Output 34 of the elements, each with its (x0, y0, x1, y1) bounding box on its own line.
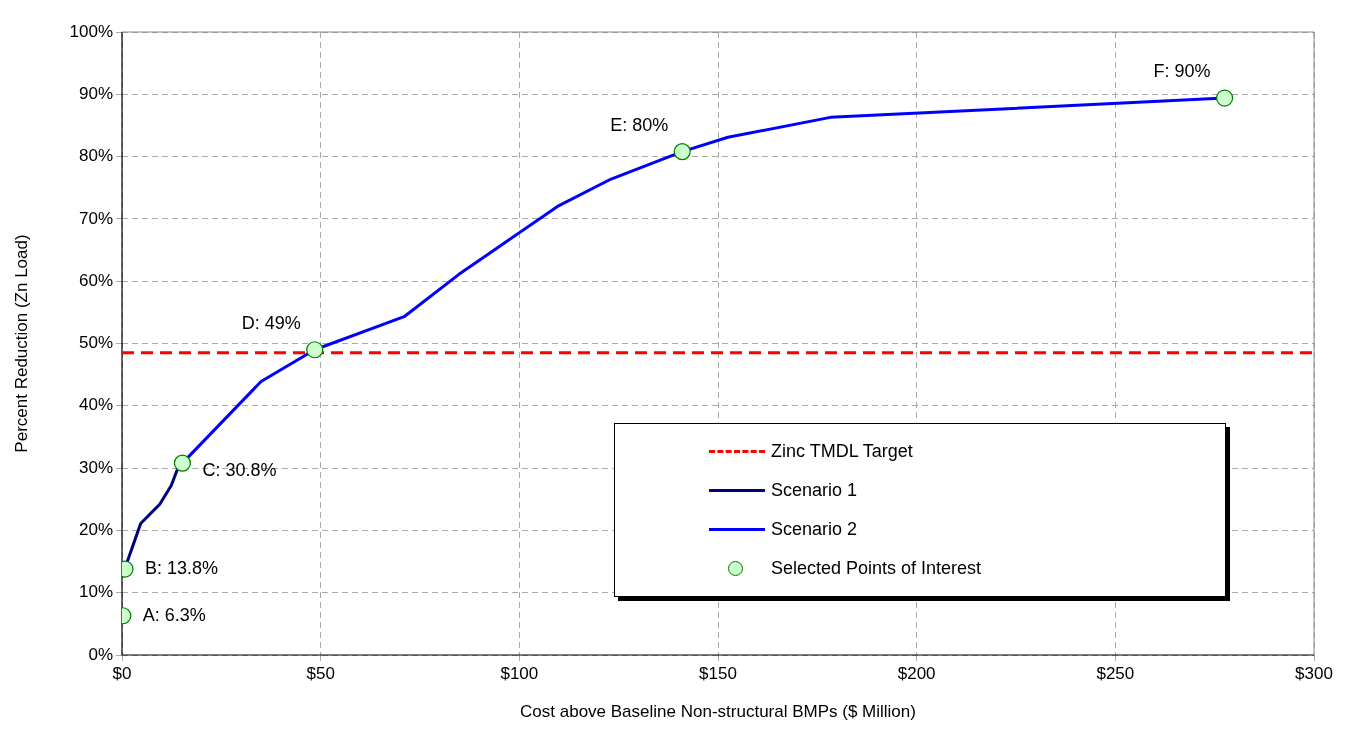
y-tick-label: 50% (78, 333, 113, 353)
x-tick-label: $50 (306, 663, 335, 683)
y-tick-label: 10% (78, 582, 113, 602)
x-tick-label: $300 (1295, 663, 1333, 683)
x-tick-label: $150 (699, 663, 737, 683)
x-tick-label: $200 (897, 663, 936, 683)
point (673, 143, 691, 161)
annotation: D: 49% (241, 312, 301, 333)
y-tick-label: 70% (78, 208, 113, 228)
legend-label: Scenario 2 (771, 519, 858, 540)
x-tick-label: $250 (1096, 663, 1135, 683)
legend-label: Selected Points of Interest (771, 558, 982, 579)
annotation: A: 6.3% (142, 604, 206, 625)
annotation: F: 90% (1153, 61, 1211, 82)
y-tick-label: 30% (78, 457, 113, 477)
y-tick-label: 40% (78, 395, 113, 415)
y-tick-label: 80% (78, 146, 113, 166)
point (1216, 89, 1234, 107)
legend-label: Zinc TMDL Target (771, 441, 913, 462)
y-tick-label: 60% (78, 270, 113, 290)
y-axis-title: Percent Reduction (Zn Load) (11, 234, 31, 453)
annotation: E: 80% (610, 114, 669, 135)
legend-label: Scenario 1 (771, 480, 858, 501)
y-tick-label: 90% (78, 83, 113, 103)
point (173, 454, 191, 472)
y-tick-label: 20% (78, 520, 113, 540)
annotation: B: 13.8% (144, 557, 219, 578)
point (306, 341, 324, 359)
x-axis-title: Cost above Baseline Non-structural BMPs ($ Million) (520, 702, 916, 722)
x-tick-label: $100 (500, 663, 539, 683)
annotation: C: 30.8% (202, 460, 277, 481)
x-tick-label: $0 (112, 663, 132, 683)
y-tick-label: 0% (88, 644, 113, 664)
y-tick-label: 100% (69, 21, 113, 41)
